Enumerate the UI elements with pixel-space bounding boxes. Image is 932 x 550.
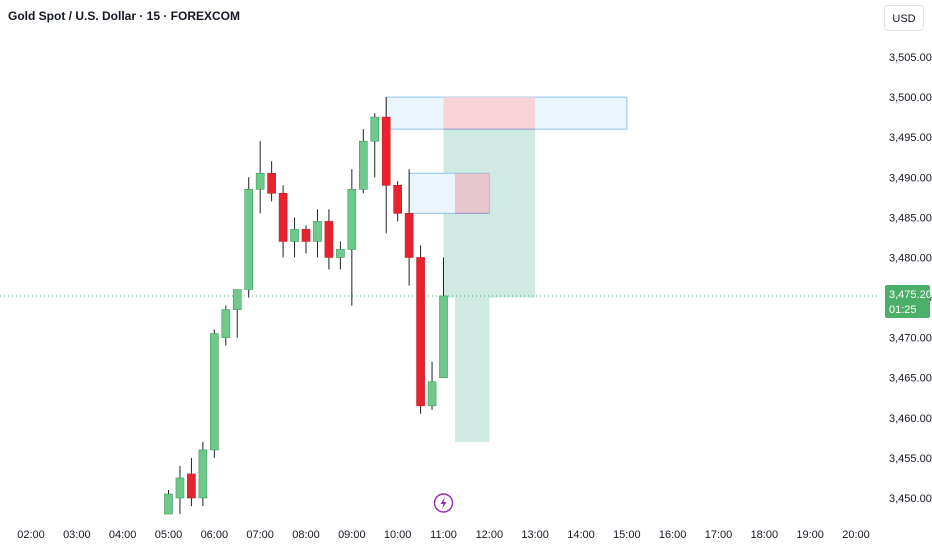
candle-body: [381, 116, 391, 186]
time-tick-label: 19:00: [796, 529, 824, 541]
candle[interactable]: [175, 465, 185, 515]
candle[interactable]: [164, 489, 173, 515]
candle-body: [393, 184, 402, 214]
time-tick-label: 03:00: [63, 529, 91, 541]
time-tick-label: 10:00: [384, 529, 412, 541]
time-tick-label: 18:00: [751, 529, 779, 541]
currency-selector[interactable]: USD: [884, 5, 924, 31]
candle-body: [255, 172, 265, 190]
time-tick-label: 16:00: [659, 529, 687, 541]
candle[interactable]: [381, 97, 391, 234]
time-tick-label: 06:00: [201, 529, 229, 541]
candle-body: [301, 229, 311, 242]
candle[interactable]: [244, 177, 254, 298]
price-tick-label: 3,470.00: [889, 333, 932, 345]
last-price-value: 3,475.20: [889, 289, 932, 301]
last-price-tag: 3,475.20 01:25: [885, 284, 932, 318]
candle-body: [290, 229, 299, 242]
candle-body: [232, 289, 242, 310]
candle[interactable]: [336, 241, 345, 270]
bar-countdown: 01:25: [889, 304, 917, 316]
candles: [164, 97, 448, 515]
candle-body: [210, 333, 219, 451]
price-tick-label: 3,450.00: [889, 493, 932, 505]
candle-body: [198, 449, 208, 499]
candle[interactable]: [313, 209, 322, 258]
candle-body: [336, 249, 345, 258]
stop-zone[interactable]: [443, 97, 536, 130]
time-tick-label: 14:00: [567, 529, 595, 541]
price-tick-label: 3,485.00: [889, 212, 932, 224]
time-tick-label: 02:00: [17, 529, 45, 541]
candle-body: [278, 193, 288, 242]
lightning-bolt: [440, 497, 447, 509]
candle[interactable]: [290, 217, 299, 258]
candle-body: [439, 295, 448, 379]
candle-body: [347, 189, 357, 250]
lightning-icon[interactable]: [433, 493, 454, 513]
candle-body: [427, 381, 437, 407]
time-tick-label: 09:00: [338, 529, 366, 541]
candle-body: [313, 221, 322, 242]
candle[interactable]: [370, 113, 380, 178]
price-tick-label: 3,500.00: [889, 92, 932, 104]
candle[interactable]: [404, 169, 414, 286]
time-tick-label: 12:00: [476, 529, 504, 541]
candle[interactable]: [358, 129, 368, 194]
candle-body: [416, 257, 425, 407]
time-tick-label: 15:00: [613, 529, 641, 541]
price-tick-label: 3,465.00: [889, 373, 932, 385]
candle[interactable]: [198, 441, 208, 507]
candle-body: [324, 221, 334, 258]
candle[interactable]: [187, 457, 196, 507]
candle-body: [175, 477, 185, 499]
candle[interactable]: [439, 257, 448, 379]
candle[interactable]: [221, 305, 231, 346]
time-tick-label: 05:00: [155, 529, 183, 541]
candle[interactable]: [393, 181, 402, 222]
price-axis: 3,505.00 3,500.00 3,495.00 3,490.00 3,485.00…: [889, 52, 932, 505]
price-tick-label: 3,505.00: [889, 52, 932, 64]
candle[interactable]: [232, 289, 242, 338]
candle-body: [404, 213, 414, 258]
time-tick-label: 20:00: [842, 529, 870, 541]
candle[interactable]: [301, 225, 311, 254]
candle[interactable]: [255, 141, 265, 214]
inner-stop-zone[interactable]: [454, 173, 490, 214]
price-tick-label: 3,455.00: [889, 453, 932, 465]
time-tick-label: 17:00: [705, 529, 733, 541]
time-tick-label: 04:00: [109, 529, 137, 541]
candle[interactable]: [267, 161, 276, 202]
price-tick-label: 3,490.00: [889, 172, 932, 184]
inner-target-zone[interactable]: [454, 213, 490, 442]
candle[interactable]: [210, 329, 219, 458]
price-tick-label: 3,460.00: [889, 413, 932, 425]
candle-body: [267, 172, 276, 194]
time-tick-label: 08:00: [292, 529, 320, 541]
candle[interactable]: [278, 185, 288, 258]
candle[interactable]: [324, 209, 334, 270]
candle-body: [164, 493, 173, 515]
time-axis: 02:00 03:00 04:00 05:00 06:00 07:00 08:00 09:00…: [17, 529, 870, 541]
time-tick-label: 13:00: [521, 529, 549, 541]
chart-title: Gold Spot / U.S. Dollar · 15 · FOREXCOM: [8, 9, 241, 23]
candle-body: [187, 473, 196, 499]
candle-body: [221, 309, 231, 338]
price-tick-label: 3,480.00: [889, 252, 932, 264]
candle-body: [370, 116, 380, 142]
price-tick-label: 3,495.00: [889, 132, 932, 144]
candle[interactable]: [427, 361, 437, 410]
time-tick-label: 11:00: [430, 529, 457, 541]
position-tool-zones: [385, 96, 628, 442]
last-price-tag-bg: [885, 284, 930, 318]
candle[interactable]: [416, 245, 425, 414]
candle-body: [244, 189, 254, 290]
time-tick-label: 07:00: [246, 529, 274, 541]
candle-body: [358, 140, 368, 190]
candle[interactable]: [347, 169, 357, 306]
